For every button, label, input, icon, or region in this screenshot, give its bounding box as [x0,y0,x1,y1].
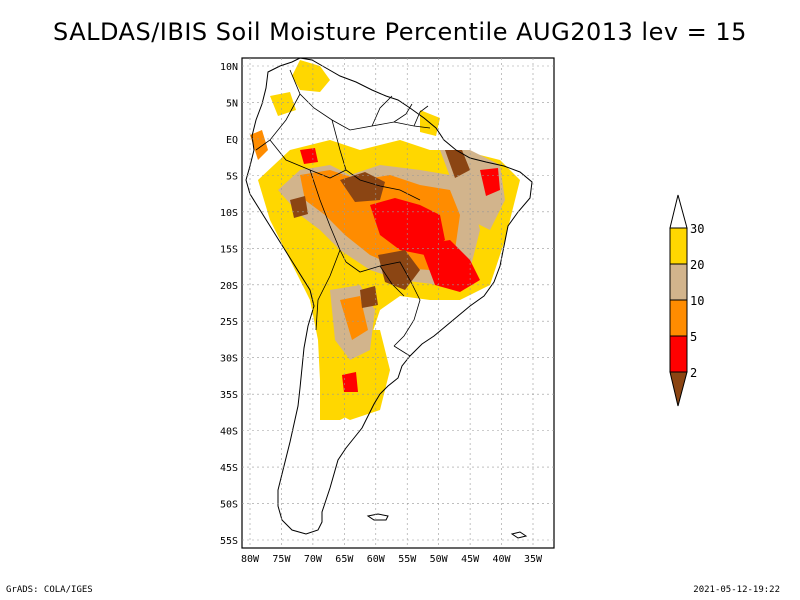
lon-label: 65W [335,554,354,565]
lat-label: 35S [220,390,238,401]
field-20-30 [292,60,330,92]
lon-label: 75W [272,554,291,565]
colorbar-label-5: 5 [690,330,697,344]
colorbar-10-20 [669,263,688,301]
lon-label: 35W [524,554,543,565]
lat-label: 5N [226,98,238,109]
field-2-5 [370,198,445,255]
lat-label: 55S [220,536,238,547]
footer-credit: GrADS: COLA/IGES [6,585,93,595]
lat-label: 30S [220,354,238,365]
longitude-labels: 80W 75W 70W 65W 60W 55W 50W 45W 40W 35W [241,554,543,565]
lon-label: 50W [430,554,449,565]
colorbar-label-20: 20 [690,258,704,272]
lat-label: 10N [220,62,238,73]
lon-label: 55W [398,554,417,565]
field-below-2 [378,250,420,290]
colorbar-2-5 [669,335,688,373]
lat-label: 5S [226,171,238,182]
lat-label: 20S [220,281,238,292]
south-america-coastline [245,57,533,535]
field-2-5 [342,372,358,392]
field-below-2 [290,196,308,218]
lon-label: 60W [367,554,386,565]
field-2-5 [480,168,500,196]
colorbar-20-30 [669,227,688,265]
colorbar-label-2: 2 [690,366,697,380]
field-5-10 [250,130,268,160]
colorbar: 30 20 10 5 2 [669,194,704,407]
lon-label: 80W [241,554,260,565]
colorbar-above-30 [669,194,688,229]
map-title: SALDAS/IBIS Soil Moisture Percentile AUG… [53,18,747,46]
lat-label: 15S [220,244,238,255]
lat-label: EQ [226,135,238,146]
falkland-islands [366,513,389,521]
field-20-30 [270,92,296,116]
percentile-field [250,60,520,420]
colorbar-label-10: 10 [690,294,704,308]
colorbar-5-10 [669,299,688,337]
field-below-2 [445,150,470,178]
field-below-2 [360,286,378,308]
lon-label: 70W [304,554,323,565]
field-2-5 [300,148,318,164]
lat-label: 10S [220,208,238,219]
latitude-labels: 10N 5N EQ 5S 10S 15S 20S 25S 30S 35S 40S 45S 50S 55S [220,62,238,547]
lon-label: 40W [493,554,512,565]
footer-timestamp: 2021-05-12-19:22 [693,585,780,595]
south-georgia-island [510,531,528,539]
colorbar-below-2 [669,371,688,407]
lat-label: 50S [220,500,238,511]
colorbar-label-30: 30 [690,222,704,236]
graticule [242,58,554,548]
field-5-10 [340,296,368,340]
field-2-5 [420,240,480,292]
country-borders [255,69,431,357]
field-below-2 [340,172,385,202]
plot-frame [241,57,555,549]
lat-label: 25S [220,317,238,328]
lon-label: 45W [461,554,480,565]
lat-label: 45S [220,463,238,474]
lat-label: 40S [220,427,238,438]
continent-outline [245,57,533,539]
